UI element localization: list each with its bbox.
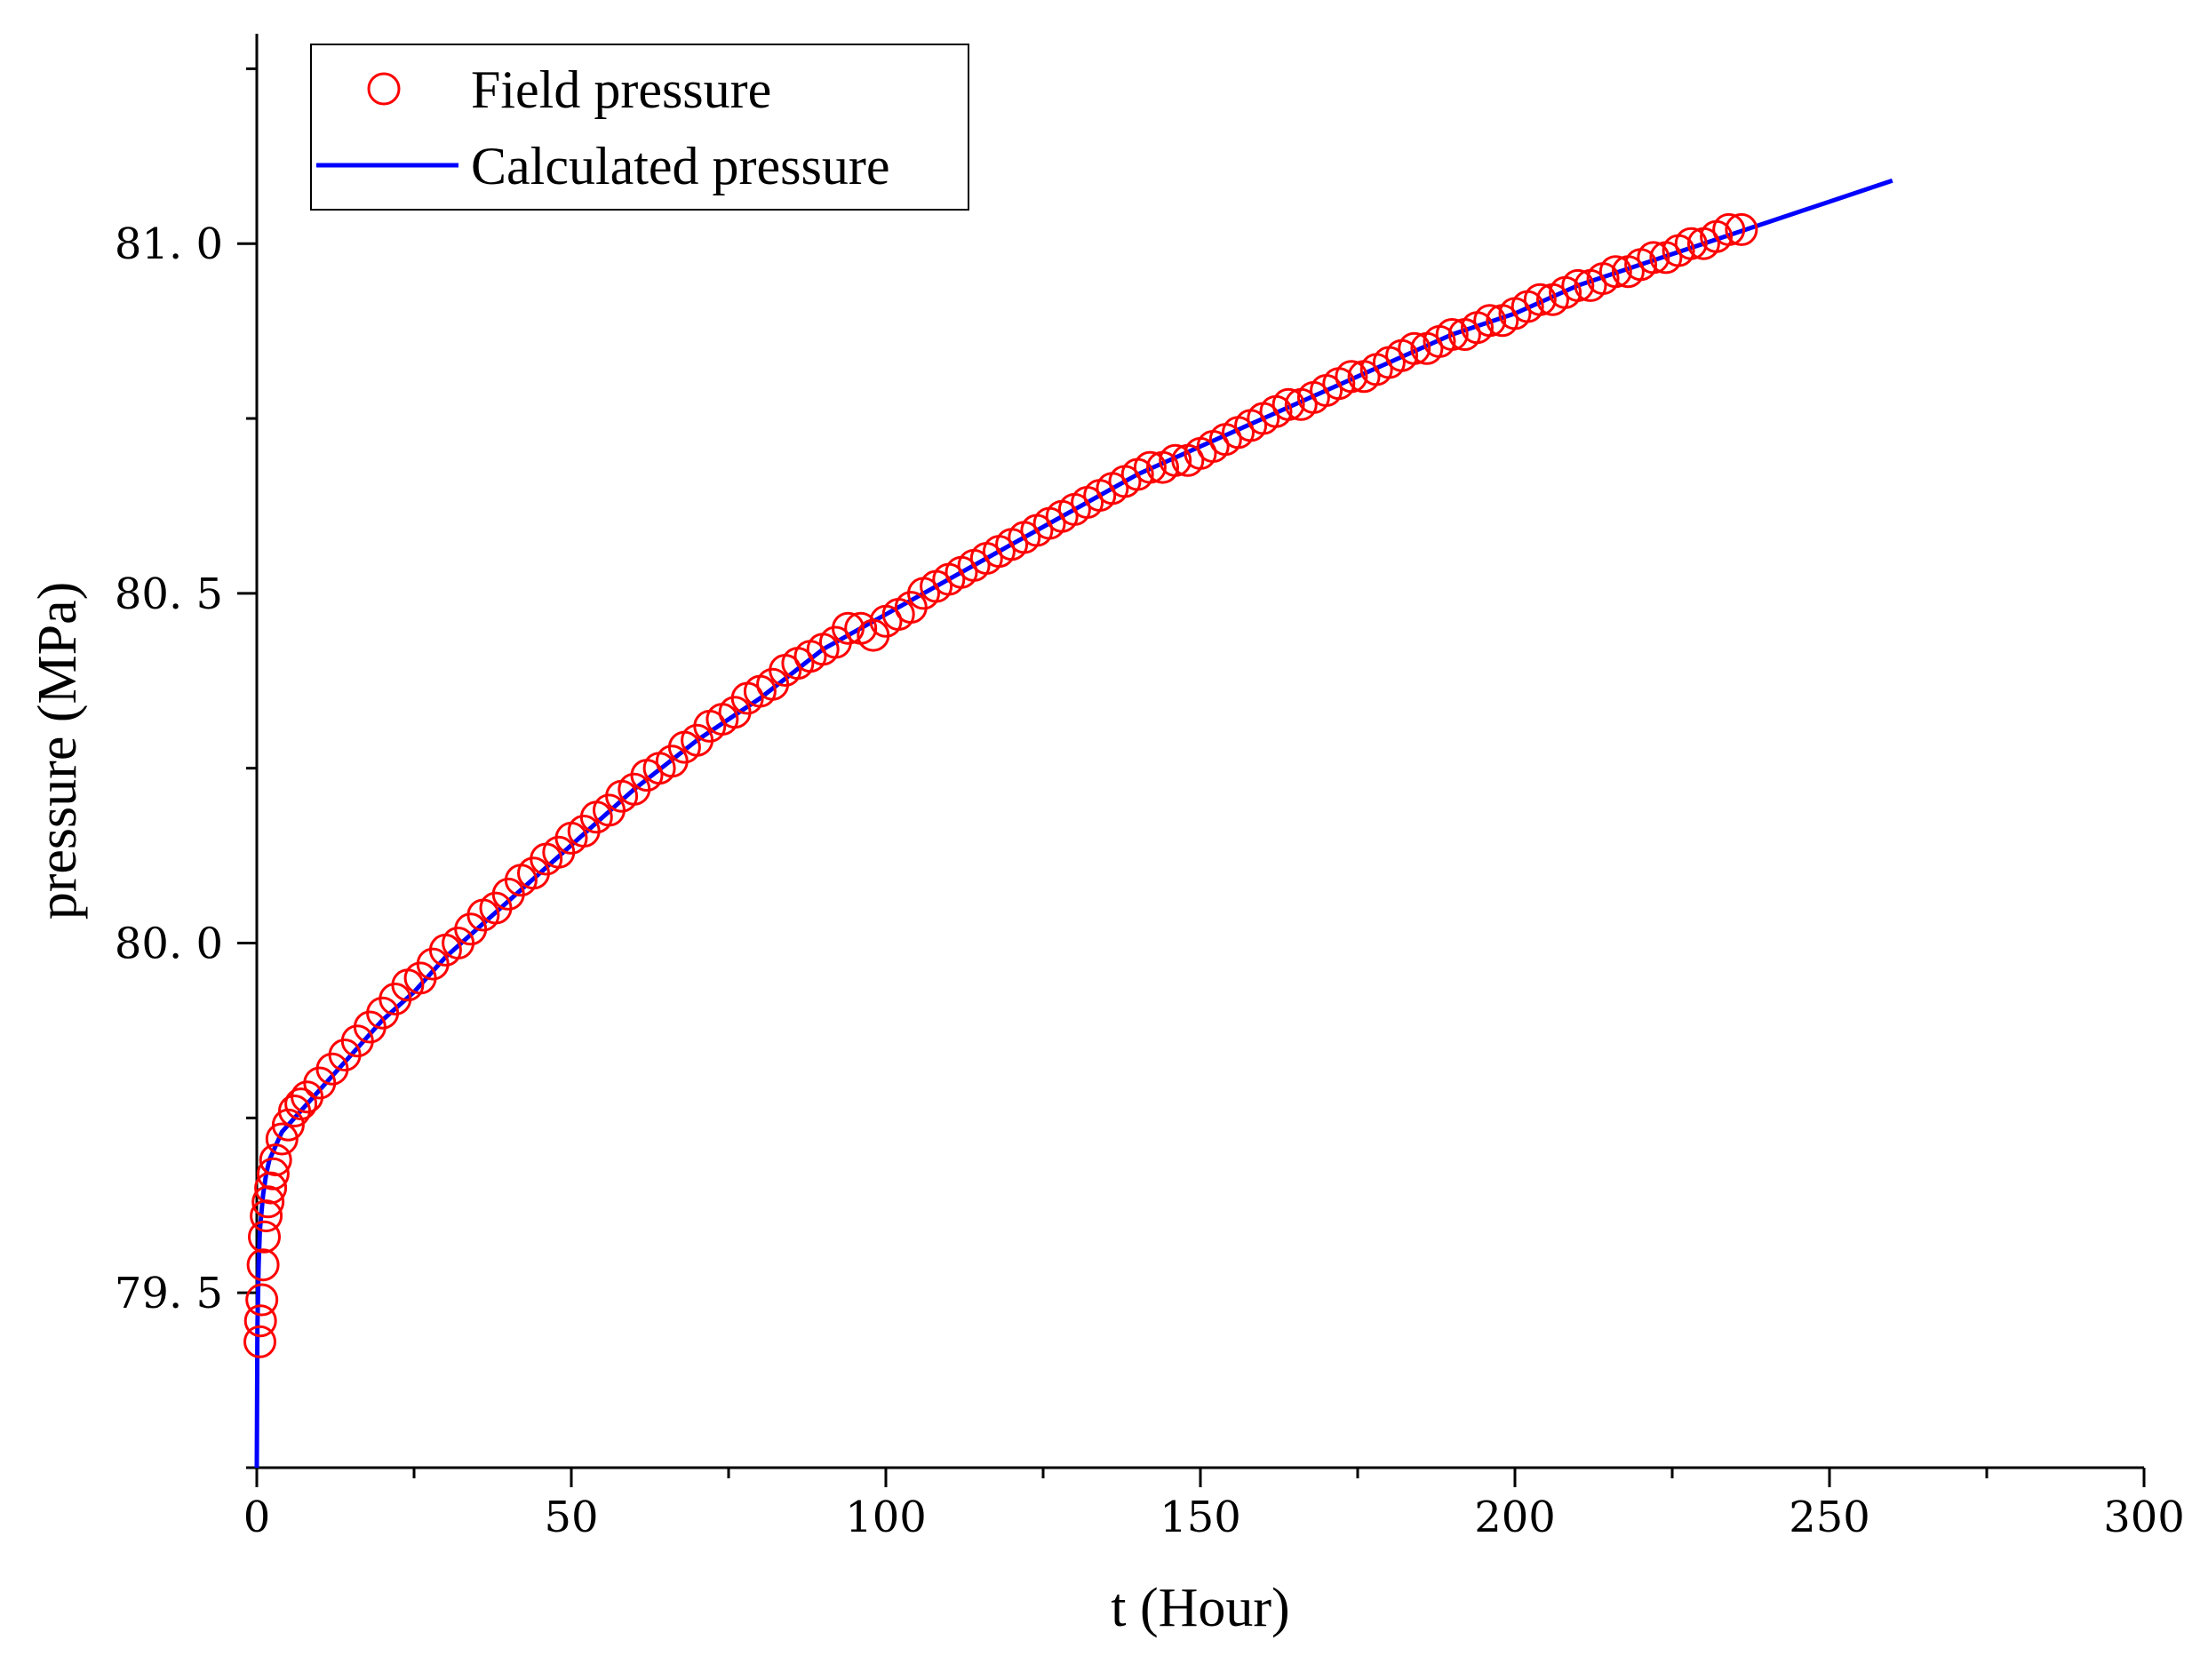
x-tick-label: 0 — [243, 1493, 271, 1542]
field-pressure-point — [243, 1304, 277, 1338]
field-pressure-point — [1473, 304, 1507, 338]
field-pressure-point — [1523, 283, 1557, 316]
field-pressure-point — [1637, 241, 1670, 275]
field-pressure-point — [250, 1199, 283, 1233]
x-tick-label: 150 — [1160, 1493, 1241, 1542]
field-pressure-point — [1133, 450, 1167, 484]
field-pressure-point — [246, 1248, 280, 1282]
y-tick-label: 81. 0 — [115, 219, 223, 269]
axes: 0 50 100 150 200 250 300 79. 5 80. 0 80. 5 81. 0 — [115, 34, 2185, 1542]
field-pressure-point — [265, 1122, 299, 1156]
field-pressure-point — [1674, 227, 1708, 260]
field-pressure-point — [1725, 212, 1758, 246]
field-pressure-point — [1271, 387, 1305, 421]
field-pressure-point — [256, 1157, 290, 1190]
field-pressure-point — [1159, 443, 1192, 477]
legend-label-field-pressure: Field pressure — [471, 60, 771, 119]
y-tick-label: 79. 5 — [115, 1269, 223, 1318]
field-pressure-series — [243, 212, 1758, 1358]
field-pressure-point — [284, 1087, 318, 1121]
field-pressure-point — [1712, 212, 1746, 246]
field-pressure-point — [248, 1220, 281, 1254]
legend-label-calculated-pressure: Calculated pressure — [471, 137, 889, 195]
x-axis-title: t (Hour) — [1111, 1578, 1289, 1638]
field-pressure-point — [1598, 255, 1632, 289]
x-tick-label: 250 — [1789, 1493, 1870, 1542]
calculated-pressure-line — [254, 178, 1893, 1469]
field-pressure-point — [254, 1171, 288, 1205]
field-pressure-point — [1335, 360, 1368, 394]
field-pressure-point — [832, 611, 865, 645]
field-pressure-point — [1435, 318, 1469, 351]
y-axis-title: pressure (MPa) — [28, 582, 88, 920]
field-pressure-point — [1398, 331, 1431, 365]
x-tick-label: 50 — [544, 1493, 598, 1542]
field-pressure-point — [1561, 268, 1595, 302]
legend: Field pressure Calculated pressure — [310, 44, 969, 211]
axis-titles: t (Hour) pressure (MPa) — [28, 582, 1290, 1638]
field-pressure-point — [243, 1325, 276, 1358]
field-pressure-point — [245, 1283, 279, 1317]
y-tick-label: 80. 0 — [115, 920, 223, 969]
legend-marker-field-pressure — [367, 72, 401, 106]
y-tick-label: 80. 5 — [115, 569, 223, 619]
calculated-pressure-series — [254, 178, 1893, 1469]
legend-box — [310, 44, 969, 211]
x-tick-label: 300 — [2103, 1493, 2185, 1542]
field-pressure-point — [259, 1143, 292, 1177]
x-tick-label: 200 — [1474, 1493, 1556, 1542]
x-tick-label: 100 — [845, 1493, 927, 1542]
